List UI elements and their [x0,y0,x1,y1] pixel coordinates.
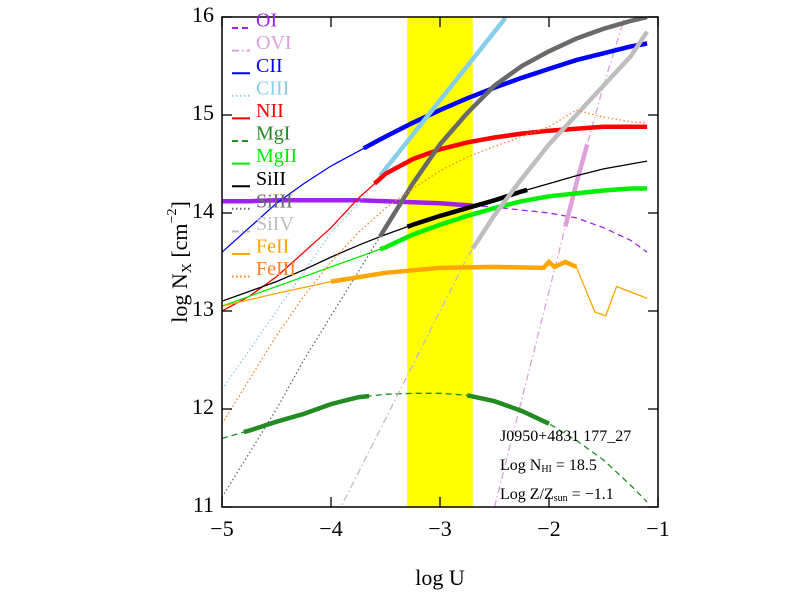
annotation: J0950+4831 177_27 [500,428,631,445]
series-line [340,31,648,507]
annotation: Log Z/Zsun = −1.1 [500,486,614,505]
x-tick-label: −1 [646,516,669,541]
series-thick-segment [379,186,648,252]
series-thick-segment [378,17,648,238]
y-tick-label: 15 [192,100,214,125]
y-label-mid: [cm [167,223,192,263]
series-thick-segment [373,124,648,186]
series-line [222,109,648,425]
y-tick-label: 14 [192,198,214,223]
x-tick-label: −3 [428,516,451,541]
highlight-band [407,17,473,507]
series-thick-segment [470,30,649,250]
legend-label: SiII [256,168,286,190]
y-tick-label: 12 [192,394,214,419]
annotation: Log NHI = 18.5 [500,457,597,476]
series-thick-segment [378,17,508,178]
annotation-rest: = 18.5 [552,457,597,474]
series-thick-segment [222,198,473,208]
series-thick-segment [330,258,578,284]
series-thick-segment [466,393,550,426]
annotation-text: Log Z/Z [500,486,554,503]
x-tick-label: −5 [210,516,233,541]
series-thick-segment [362,41,648,151]
legend-label: MgII [256,145,297,167]
annotation-text: Log N [500,457,542,474]
legend-label: OI [256,10,277,32]
y-tick-label: 16 [192,2,214,27]
y-tick-label: 11 [193,492,214,517]
x-tick-label: −2 [537,516,560,541]
series-line [222,17,648,498]
series-thick-segment [243,393,370,435]
annotation-sub: HI [541,464,552,475]
x-tick-label: −4 [319,516,342,541]
y-axis-label: log NX [cm−2] [165,201,195,323]
y-label-sup: −2 [165,209,180,224]
legend-label: SiIII [256,190,293,212]
legend-label: MgI [256,123,290,145]
legend-label: OVI [256,32,292,54]
y-label-main: log N [167,273,192,323]
legend-label: NII [256,100,284,122]
series-line [493,17,626,507]
y-tick-label: 13 [192,296,214,321]
legend-label: CII [256,55,283,77]
y-label-sub: X [180,263,195,273]
annotation-rest: = −1.1 [568,486,614,503]
series-thick-segment [406,187,528,229]
x-axis-label: log U [415,565,465,590]
legend-label: FeIII [256,258,296,280]
annotation-text: J0950+4831 177_27 [500,428,631,445]
legend-label: SiIV [256,213,294,235]
series-thick-segment [563,143,590,228]
legend-label: FeII [256,236,289,258]
legend-label: CIII [256,77,289,99]
y-label-end: ] [167,201,192,208]
annotation-sub: sun [554,493,568,504]
